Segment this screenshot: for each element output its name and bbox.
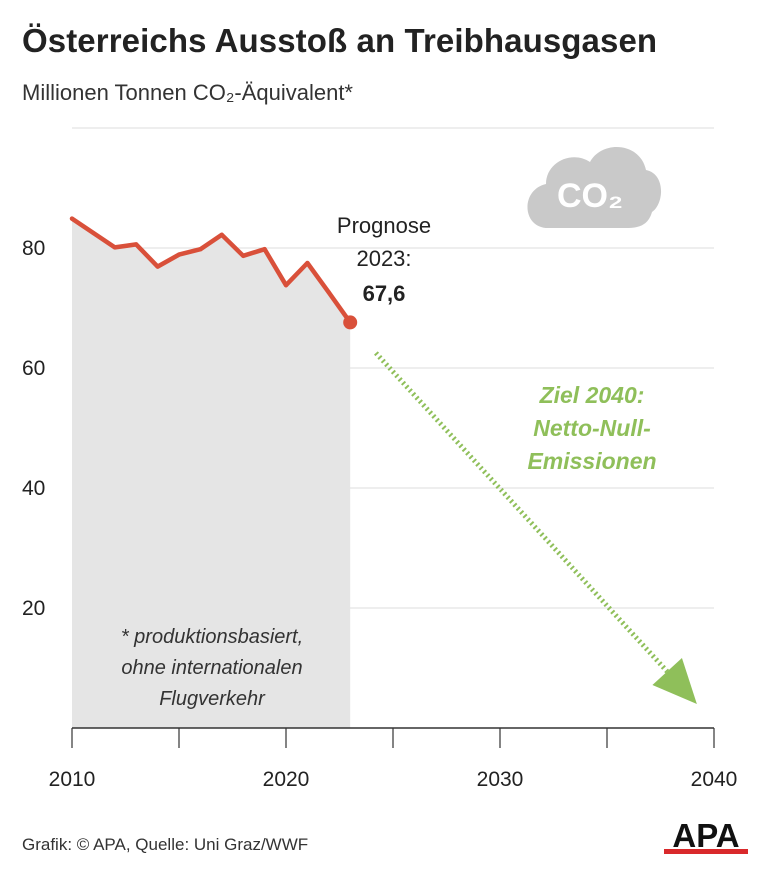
x-tick-label: 2010 xyxy=(49,768,96,791)
projection-line xyxy=(374,351,670,674)
footnote-line: Flugverkehr xyxy=(159,688,266,710)
target-label-line: Emissionen xyxy=(527,448,656,474)
source-credit: Grafik: © APA, Quelle: Uni Graz/WWF xyxy=(22,835,309,854)
co2-cloud-label: CO₂ xyxy=(557,177,623,215)
data-point xyxy=(326,290,331,295)
data-point xyxy=(241,253,246,258)
data-point xyxy=(198,247,203,252)
x-tick-label: 2040 xyxy=(691,768,738,791)
y-tick-label: 20 xyxy=(22,597,45,620)
footnote-line: ohne internationalen xyxy=(121,657,302,679)
data-point xyxy=(262,247,267,252)
data-point xyxy=(155,264,160,269)
forecast-annotation-line: 2023: xyxy=(356,246,411,271)
projection-arrowhead xyxy=(652,658,697,704)
target-label-line: Ziel 2040: xyxy=(539,382,645,408)
historical-area xyxy=(72,218,351,728)
data-point xyxy=(134,242,139,247)
chart-title: Österreichs Ausstoß an Treibhausgasen xyxy=(22,22,658,59)
apa-logo-text: APA xyxy=(672,820,739,854)
x-tick-label: 2020 xyxy=(263,768,310,791)
y-tick-label: 80 xyxy=(22,237,45,260)
data-point xyxy=(219,232,224,237)
data-point xyxy=(91,231,96,235)
forecast-annotation-line: Prognose xyxy=(337,213,431,238)
target-label-line: Netto-Null- xyxy=(533,415,651,441)
y-tick-label: 60 xyxy=(22,357,45,380)
data-point xyxy=(177,252,181,257)
data-point xyxy=(284,283,288,288)
co2-cloud-icon: CO₂ xyxy=(527,147,662,228)
forecast-annotation-value: 67,6 xyxy=(363,281,406,306)
data-point xyxy=(112,245,117,250)
x-tick-label: 2030 xyxy=(477,768,524,791)
emissions-line xyxy=(69,216,353,325)
forecast-2023-point xyxy=(343,315,358,330)
apa-logo: APA xyxy=(664,820,748,854)
footnote-line: * produktionsbasiert, xyxy=(121,626,303,648)
chart-subtitle: Millionen Tonnen CO₂-Äquivalent* xyxy=(22,80,353,105)
data-point xyxy=(70,216,74,221)
data-point xyxy=(305,261,310,265)
y-tick-label: 40 xyxy=(22,477,45,500)
